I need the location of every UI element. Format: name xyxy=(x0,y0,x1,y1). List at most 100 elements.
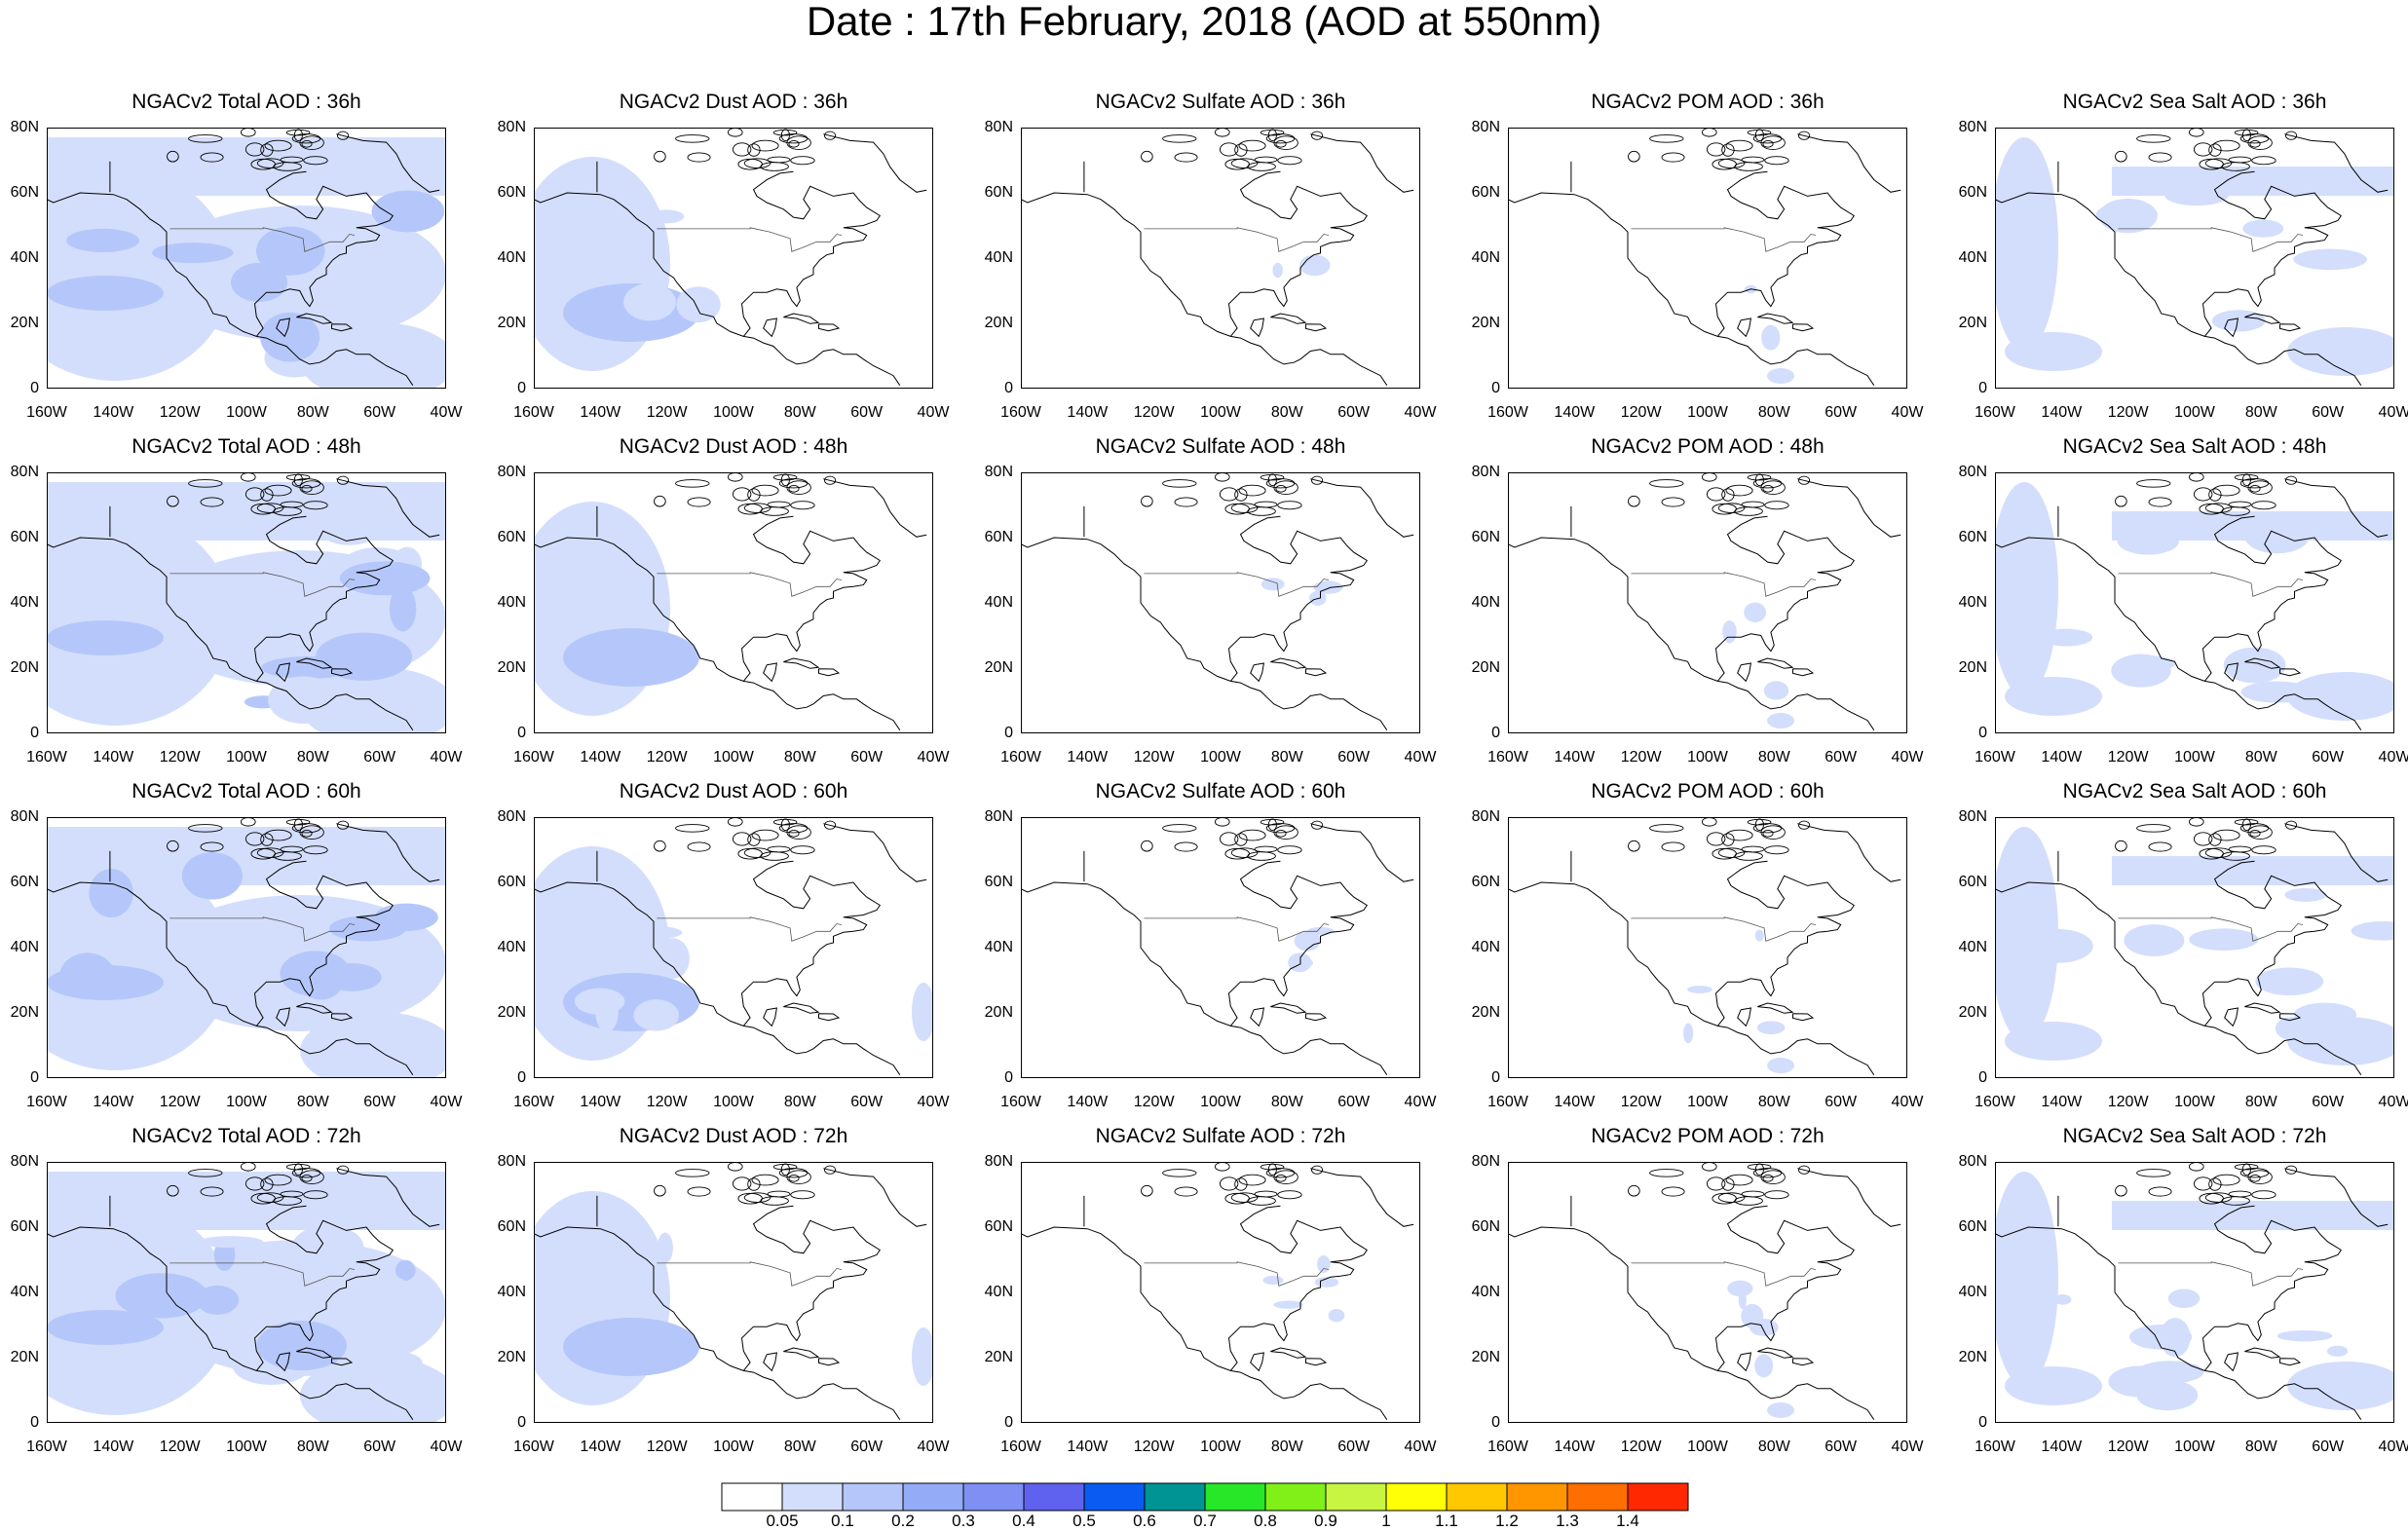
y-tick-label: 80N xyxy=(984,1153,1013,1170)
x-tick-label: 140W xyxy=(93,749,134,766)
x-tick-label: 140W xyxy=(2041,1094,2083,1110)
y-tick-label: 80N xyxy=(10,1153,39,1170)
y-tick-label: 60N xyxy=(1471,1218,1500,1235)
x-tick-label: 160W xyxy=(513,404,554,421)
x-tick-label: 40W xyxy=(2378,404,2408,421)
colorbar-tick-label: 1.3 xyxy=(1556,1512,1579,1530)
y-tick-label: 60N xyxy=(984,874,1013,890)
y-tick-label: 20N xyxy=(1958,659,1987,676)
x-tick-label: 40W xyxy=(1891,749,1924,766)
map-frame xyxy=(534,128,933,389)
y-tick-label: 80N xyxy=(984,808,1013,825)
y-tick-label: 40N xyxy=(984,249,1013,266)
y-tick-label: 40N xyxy=(1471,939,1500,955)
x-tick-label: 80W xyxy=(1757,749,1790,766)
x-tick-label: 120W xyxy=(1133,749,1175,766)
y-tick-label: 80N xyxy=(1958,119,1987,135)
x-tick-label: 100W xyxy=(2174,1094,2215,1110)
x-tick-label: 60W xyxy=(1825,749,1858,766)
y-tick-label: 60N xyxy=(497,184,526,201)
y-tick-label: 0 xyxy=(517,380,526,396)
x-tick-label: 140W xyxy=(580,749,621,766)
x-tick-label: 40W xyxy=(430,404,463,421)
x-tick-label: 60W xyxy=(1337,1094,1371,1110)
x-tick-label: 100W xyxy=(1200,749,1241,766)
x-tick-label: 60W xyxy=(850,1094,884,1110)
y-tick-label: 60N xyxy=(1958,1218,1987,1235)
map-panel xyxy=(1968,817,2408,1078)
y-tick-label: 60N xyxy=(10,529,39,545)
map-panel xyxy=(1481,128,1907,389)
x-tick-label: 120W xyxy=(1133,404,1175,421)
y-tick-label: 0 xyxy=(1491,1069,1500,1086)
colorbar-tick-label: 0.05 xyxy=(766,1512,799,1530)
x-tick-label: 80W xyxy=(1757,1438,1790,1455)
x-tick-label: 140W xyxy=(1067,1438,1109,1455)
x-tick-label: 160W xyxy=(26,749,67,766)
x-tick-label: 60W xyxy=(2312,1438,2345,1455)
x-tick-label: 100W xyxy=(1200,1094,1241,1110)
panel-title: NGACv2 Dust AOD : 48h xyxy=(619,435,848,458)
y-tick-label: 60N xyxy=(1471,184,1500,201)
map-panel xyxy=(1968,1162,2404,1423)
y-tick-label: 80N xyxy=(984,464,1013,480)
map-panel xyxy=(994,128,1420,389)
y-tick-label: 0 xyxy=(30,725,39,741)
colorbar-tick-label: 0.3 xyxy=(952,1512,975,1530)
x-tick-label: 80W xyxy=(2244,404,2277,421)
x-tick-label: 120W xyxy=(646,1094,688,1110)
y-tick-label: 80N xyxy=(497,808,526,825)
x-tick-label: 80W xyxy=(1270,1094,1303,1110)
x-tick-label: 120W xyxy=(159,404,201,421)
x-tick-label: 60W xyxy=(2312,749,2345,766)
panel-title: NGACv2 Total AOD : 72h xyxy=(132,1125,361,1147)
x-tick-label: 40W xyxy=(917,404,950,421)
y-tick-label: 20N xyxy=(1958,1004,1987,1021)
x-tick-label: 160W xyxy=(1000,404,1041,421)
y-tick-label: 80N xyxy=(1958,808,1987,825)
x-tick-label: 80W xyxy=(1270,1438,1303,1455)
x-tick-label: 60W xyxy=(850,1438,884,1455)
x-tick-label: 140W xyxy=(1554,1438,1596,1455)
y-tick-label: 20N xyxy=(1471,1004,1500,1021)
y-tick-label: 0 xyxy=(1978,1414,1987,1431)
y-tick-label: 80N xyxy=(497,464,526,480)
map-panel xyxy=(1481,817,1907,1078)
panel-title: NGACv2 Sea Salt AOD : 36h xyxy=(2062,91,2327,113)
x-tick-label: 140W xyxy=(93,404,134,421)
colorbar-swatch xyxy=(1144,1482,1206,1512)
colorbar-swatch xyxy=(1506,1482,1568,1512)
x-tick-label: 120W xyxy=(2107,1094,2149,1110)
x-tick-label: 80W xyxy=(2244,1438,2277,1455)
y-tick-label: 40N xyxy=(984,594,1013,611)
x-tick-label: 80W xyxy=(1757,404,1790,421)
y-tick-label: 80N xyxy=(497,1153,526,1170)
x-tick-label: 100W xyxy=(1687,749,1728,766)
colorbar-tick-label: 0.6 xyxy=(1133,1512,1156,1530)
x-tick-label: 60W xyxy=(1337,749,1371,766)
x-tick-label: 140W xyxy=(93,1438,134,1455)
y-tick-label: 20N xyxy=(1471,659,1500,676)
x-tick-label: 60W xyxy=(363,404,396,421)
colorbar-swatch xyxy=(902,1482,964,1512)
colorbar-swatch xyxy=(781,1482,844,1512)
x-tick-label: 100W xyxy=(226,404,267,421)
y-tick-label: 0 xyxy=(1004,380,1013,396)
x-tick-label: 140W xyxy=(1067,1094,1109,1110)
map-panel xyxy=(0,128,456,400)
y-tick-label: 20N xyxy=(984,1349,1013,1365)
map-panel xyxy=(507,128,933,389)
y-tick-label: 60N xyxy=(984,1218,1013,1235)
panel-title: NGACv2 Sulfate AOD : 36h xyxy=(1095,91,1346,113)
y-tick-label: 60N xyxy=(1958,529,1987,545)
x-tick-label: 40W xyxy=(430,749,463,766)
y-tick-label: 80N xyxy=(1958,464,1987,480)
x-tick-label: 160W xyxy=(26,1438,67,1455)
x-tick-label: 160W xyxy=(1487,1094,1528,1110)
colorbar-swatch xyxy=(1204,1482,1266,1512)
panel-title: NGACv2 Sea Salt AOD : 60h xyxy=(2062,780,2327,803)
map-frame xyxy=(1995,817,2394,1078)
map-frame xyxy=(1021,817,1420,1078)
y-tick-label: 20N xyxy=(497,659,526,676)
y-tick-label: 20N xyxy=(1958,315,1987,331)
